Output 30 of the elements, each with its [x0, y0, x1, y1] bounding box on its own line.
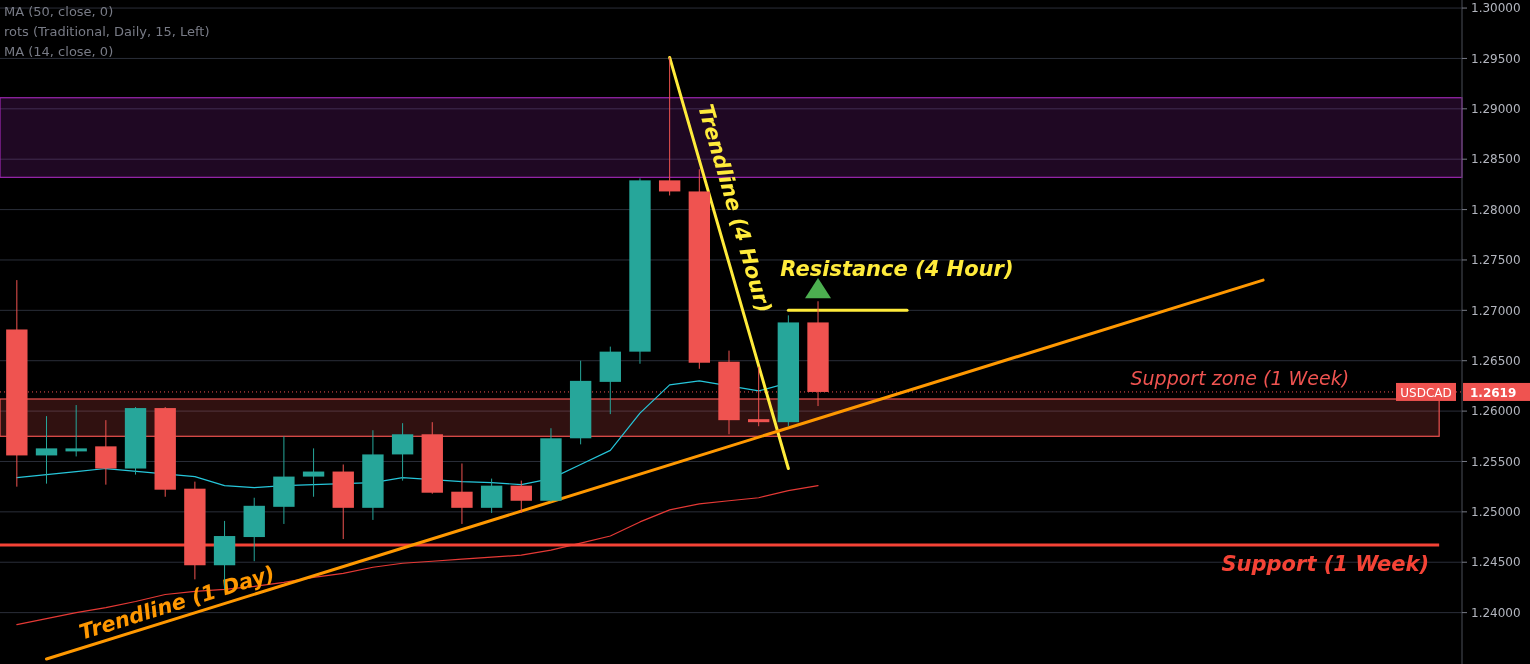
- candlestick: [658, 56, 681, 196]
- candlestick: [480, 478, 503, 514]
- series-label: Resistance (4 Hour): [780, 257, 1014, 282]
- y-tick-label: 1.28500: [1471, 152, 1521, 167]
- y-tick-label: 1.24000: [1471, 605, 1521, 620]
- text: 1.2619: [1470, 385, 1517, 400]
- ref-line-label: USDCAD: [1400, 385, 1452, 400]
- candlestick: [510, 480, 532, 514]
- y-tick-label: 1.27000: [1471, 303, 1521, 318]
- annotation: MA (50, close, 0): [4, 4, 114, 19]
- y-tick-label: 1.30000: [1471, 1, 1521, 16]
- y-tick-label: 1.25000: [1471, 505, 1521, 520]
- ref-line-label: Support (1 Week): [1221, 552, 1430, 577]
- candlestick: [302, 447, 325, 498]
- y-tick-label: 1.26000: [1471, 404, 1521, 419]
- y-tick-label: 1.29000: [1471, 102, 1521, 117]
- candlestick: [451, 462, 473, 525]
- y-tick-label: 1.25500: [1471, 454, 1521, 469]
- band-label: Support zone (1 Week): [1130, 367, 1350, 389]
- y-tick-label: 1.28000: [1471, 202, 1521, 217]
- annotation: MA (14, close, 0): [4, 44, 114, 59]
- candlestick: [65, 404, 87, 457]
- y-tick-label: 1.26500: [1471, 353, 1521, 368]
- y-tick-label: 1.27500: [1471, 253, 1521, 268]
- candlestick: [391, 422, 414, 482]
- y-tick-label: 1.24500: [1471, 555, 1521, 570]
- candlestick: [95, 419, 117, 486]
- y-tick-label: 1.29500: [1471, 51, 1521, 66]
- annotation: rots (Traditional, Daily, 15, Left): [4, 24, 210, 39]
- candlestick: [35, 415, 58, 485]
